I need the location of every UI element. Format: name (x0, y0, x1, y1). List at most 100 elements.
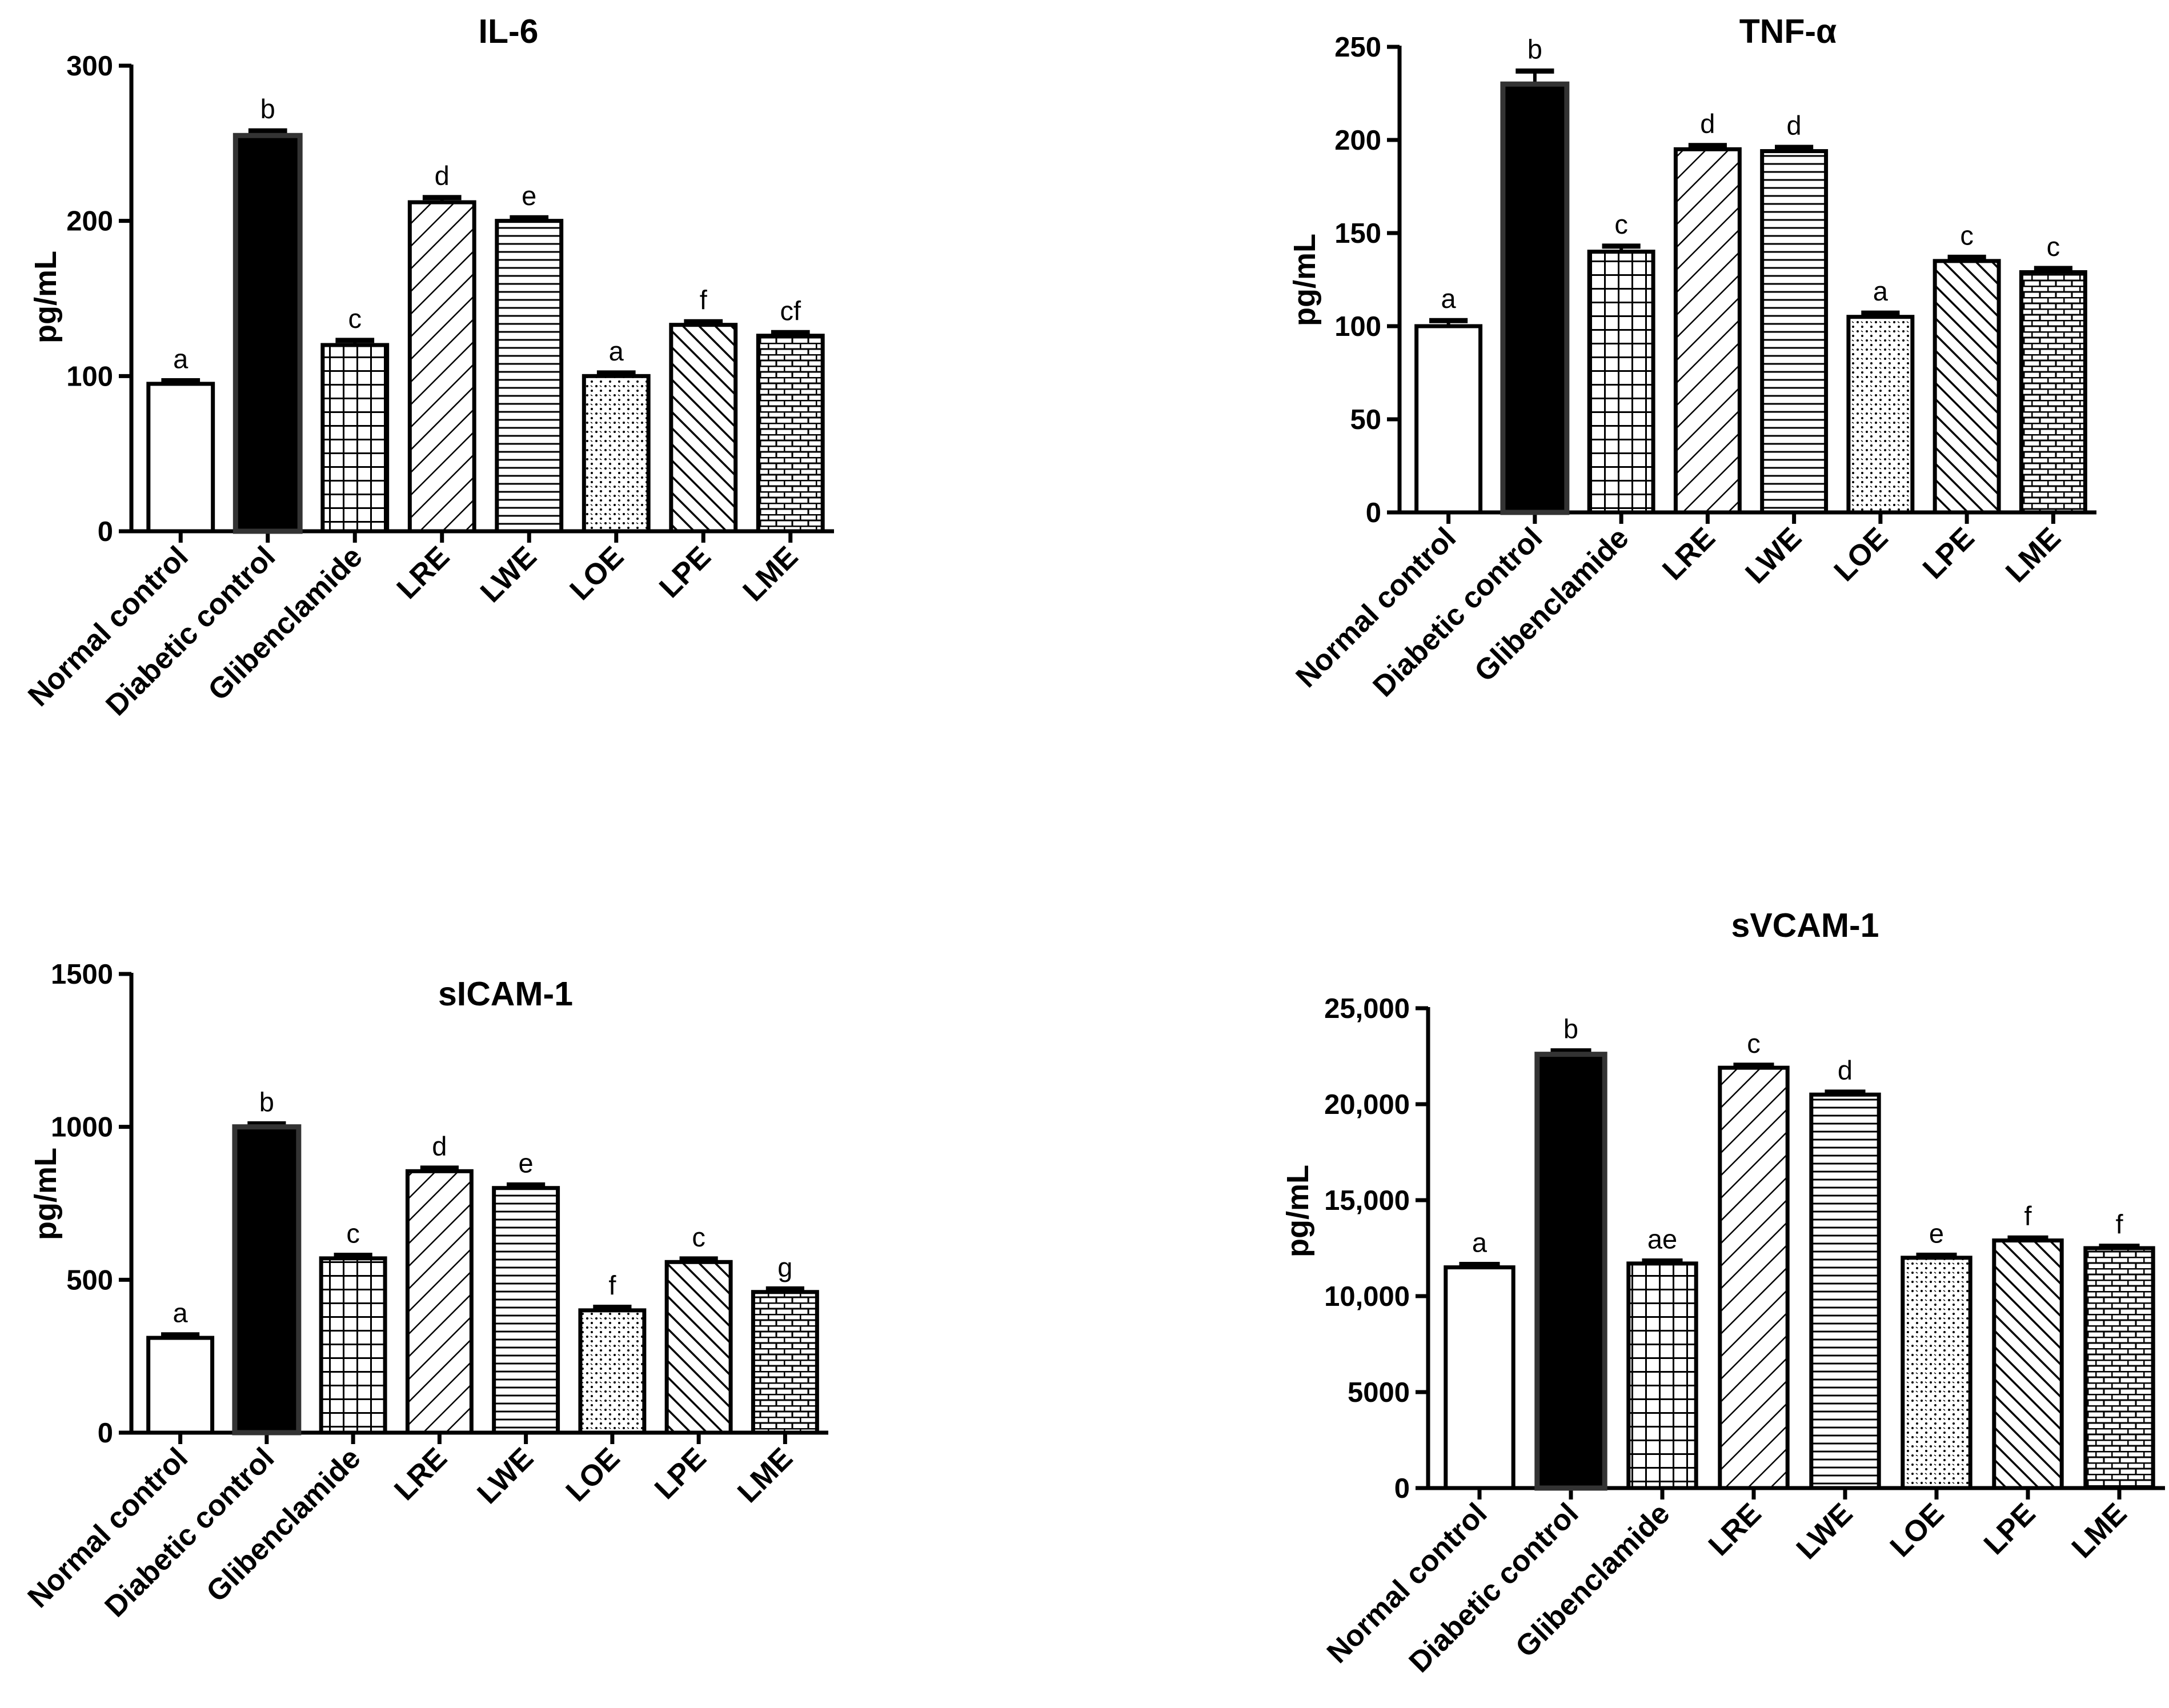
y-axis-label: pg/mL (29, 1148, 63, 1240)
bar-diabetic-control (1534, 1052, 1607, 1491)
x-category-label: LWE (1790, 1497, 1859, 1566)
y-tick-label: 250 (1334, 32, 1381, 63)
axes: 0 50 100 150 200 250 (1334, 32, 2096, 528)
significance-letter: d (1787, 110, 1802, 141)
significance-letter: d (432, 1131, 447, 1161)
x-category-label: Glibenclamide (202, 540, 368, 707)
x-category-label: LME (1999, 521, 2067, 589)
significance-letter: g (777, 1252, 792, 1282)
significance-letter: a (609, 336, 624, 366)
bar-normal-control (1414, 324, 1483, 515)
significance-letter: b (1527, 34, 1542, 64)
significance-letter: f (2115, 1209, 2123, 1240)
x-category-label: LPE (1917, 521, 1981, 586)
bar-loe (1846, 315, 1915, 515)
y-tick-label: 150 (1334, 218, 1381, 249)
significance-letter: cf (780, 295, 801, 326)
bar-lme (751, 1290, 819, 1435)
bar-group: a Normal control (22, 1298, 215, 1614)
x-category-label: LME (2066, 1497, 2134, 1565)
y-tick-label: 0 (1394, 1473, 1410, 1504)
bar-group: c LPE (648, 1222, 733, 1506)
significance-letter: a (1873, 276, 1889, 306)
x-category-label: Glibenclamide (200, 1441, 367, 1608)
x-category-label: Glibenclamide (1468, 521, 1635, 688)
bar-glibenclamide (320, 343, 390, 534)
x-category-label: LME (731, 1441, 799, 1509)
bar-group: d LRE (391, 161, 476, 606)
x-category-label: LOE (1884, 1497, 1951, 1563)
y-tick-label: 0 (98, 516, 113, 547)
bar-group: a LOE (564, 336, 651, 607)
bar-lre (1718, 1065, 1790, 1490)
x-category-label: LOE (564, 540, 631, 607)
y-tick-label: 200 (1334, 125, 1381, 156)
bar-lre (407, 200, 476, 534)
y-tick-label: 1500 (51, 959, 113, 990)
significance-letter: f (2024, 1201, 2032, 1231)
y-tick-label: 0 (1366, 498, 1381, 528)
bar-group: d LRE (388, 1131, 474, 1507)
bar-group: c LPE (1917, 220, 2001, 586)
x-category-label: LWE (471, 1441, 540, 1510)
bar-lpe (669, 323, 738, 534)
y-tick-label: 0 (98, 1418, 113, 1449)
bar-diabetic-control (232, 1124, 302, 1436)
x-category-label: LWE (1739, 521, 1808, 590)
y-tick-label: 500 (66, 1265, 113, 1296)
x-category-label: LRE (391, 540, 456, 606)
y-tick-label: 20,000 (1324, 1089, 1410, 1120)
y-tick-label: 15,000 (1324, 1185, 1410, 1216)
bar-group: d LWE (1790, 1055, 1881, 1566)
y-tick-label: 50 (1350, 404, 1381, 435)
y-tick-label: 25,000 (1324, 993, 1410, 1024)
x-category-label: Normal control (22, 1441, 195, 1614)
x-category-label: LOE (1828, 521, 1895, 588)
bar-loe (1901, 1256, 1972, 1490)
y-tick-label: 100 (1334, 311, 1381, 342)
x-category-label: LRE (1702, 1497, 1768, 1562)
significance-letter: d (435, 161, 450, 191)
bar-lwe (1760, 149, 1829, 515)
bars: a Normal control b Diabetic control ae Gliben… (1321, 1014, 2155, 1679)
significance-letter: a (1441, 283, 1457, 314)
significance-letter: e (519, 1148, 534, 1178)
x-category-label: Glibenclamide (1509, 1497, 1676, 1663)
chart-svcam1: sVCAM-1 pg/mL 0 5000 10,000 15,000 20,000 25,… (1281, 907, 2165, 1679)
bar-lre (405, 1169, 474, 1435)
significance-letter: b (1563, 1014, 1578, 1044)
bar-glibenclamide (319, 1256, 387, 1435)
bar-lme (756, 334, 825, 534)
x-category-label: LOE (560, 1441, 627, 1508)
significance-letter: f (608, 1270, 616, 1301)
bar-lwe (492, 1186, 560, 1435)
bar-group: d LWE (1739, 110, 1829, 590)
bar-group: f LOE (560, 1270, 647, 1508)
bar-group: e LWE (474, 181, 564, 609)
chart-title: sVCAM-1 (1731, 907, 1879, 944)
bar-group: f LPE (653, 284, 738, 604)
y-tick-label: 5000 (1348, 1377, 1410, 1408)
bar-normal-control (1444, 1265, 1516, 1490)
x-category-label: Diabetic control (1403, 1497, 1585, 1679)
bar-lpe (1992, 1238, 2064, 1490)
bar-group: cf LME (737, 295, 825, 608)
bar-group: a LOE (1828, 276, 1915, 588)
y-axis-label: pg/mL (29, 251, 63, 343)
bar-loe (582, 374, 651, 534)
chart-title: sICAM-1 (438, 975, 573, 1013)
significance-letter: c (346, 1218, 360, 1249)
significance-letter: c (2047, 231, 2060, 262)
x-category-label: LRE (1656, 521, 1722, 587)
bar-normal-control (146, 1336, 215, 1435)
x-category-label: LPE (653, 540, 717, 604)
significance-letter: c (1614, 209, 1628, 239)
significance-letter: e (1929, 1218, 1944, 1248)
x-category-label: Normal control (22, 540, 195, 713)
bar-glibenclamide (1587, 250, 1655, 515)
significance-letter: a (1472, 1228, 1488, 1258)
significance-letter: a (173, 343, 189, 374)
significance-letter: b (260, 94, 275, 124)
